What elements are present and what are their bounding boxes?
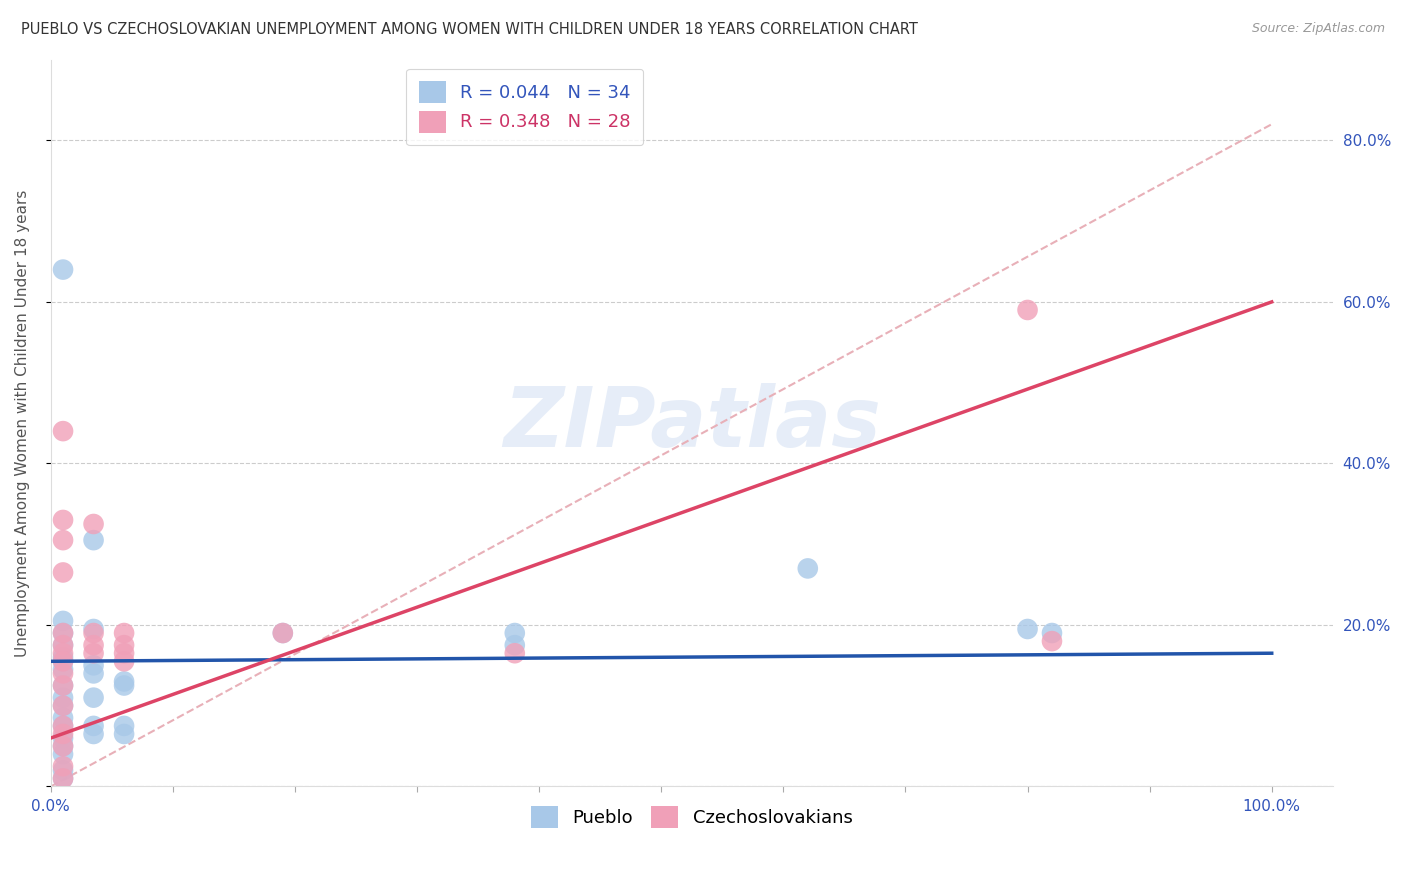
Point xyxy=(52,731,75,745)
Point xyxy=(52,747,75,761)
Point xyxy=(83,646,105,660)
Point xyxy=(52,646,75,660)
Point xyxy=(52,719,75,733)
Point xyxy=(52,654,75,668)
Point xyxy=(1040,626,1063,640)
Point xyxy=(52,727,75,741)
Point xyxy=(52,764,75,778)
Point xyxy=(83,516,105,531)
Text: ZIPatlas: ZIPatlas xyxy=(503,383,880,464)
Point xyxy=(52,566,75,580)
Point xyxy=(83,690,105,705)
Point xyxy=(112,674,135,689)
Point xyxy=(52,719,75,733)
Point xyxy=(112,679,135,693)
Point xyxy=(52,262,75,277)
Point xyxy=(83,638,105,652)
Y-axis label: Unemployment Among Women with Children Under 18 years: Unemployment Among Women with Children U… xyxy=(15,189,30,657)
Point xyxy=(83,727,105,741)
Point xyxy=(52,662,75,676)
Point xyxy=(271,626,294,640)
Point xyxy=(503,626,526,640)
Point xyxy=(271,626,294,640)
Point xyxy=(112,646,135,660)
Text: Source: ZipAtlas.com: Source: ZipAtlas.com xyxy=(1251,22,1385,36)
Point xyxy=(52,626,75,640)
Point xyxy=(52,513,75,527)
Point xyxy=(83,622,105,636)
Point xyxy=(503,638,526,652)
Point xyxy=(112,719,135,733)
Point xyxy=(52,654,75,668)
Point xyxy=(52,698,75,713)
Point xyxy=(52,690,75,705)
Point xyxy=(797,561,820,575)
Point xyxy=(112,626,135,640)
Point xyxy=(52,638,75,652)
Point xyxy=(83,719,105,733)
Point xyxy=(52,698,75,713)
Point xyxy=(52,424,75,438)
Point xyxy=(52,614,75,628)
Point xyxy=(83,626,105,640)
Point xyxy=(52,666,75,681)
Text: PUEBLO VS CZECHOSLOVAKIAN UNEMPLOYMENT AMONG WOMEN WITH CHILDREN UNDER 18 YEARS : PUEBLO VS CZECHOSLOVAKIAN UNEMPLOYMENT A… xyxy=(21,22,918,37)
Point xyxy=(83,658,105,673)
Point xyxy=(112,654,135,668)
Point xyxy=(52,679,75,693)
Point xyxy=(112,727,135,741)
Point xyxy=(52,650,75,665)
Point xyxy=(83,666,105,681)
Point xyxy=(52,679,75,693)
Point xyxy=(83,533,105,548)
Point xyxy=(1040,634,1063,648)
Point xyxy=(52,772,75,786)
Point xyxy=(112,638,135,652)
Point xyxy=(503,646,526,660)
Point xyxy=(52,711,75,725)
Point xyxy=(1017,302,1039,317)
Point xyxy=(1017,622,1039,636)
Point xyxy=(52,638,75,652)
Legend: Pueblo, Czechoslovakians: Pueblo, Czechoslovakians xyxy=(524,799,860,836)
Point xyxy=(52,759,75,773)
Point xyxy=(52,739,75,753)
Point xyxy=(52,739,75,753)
Point xyxy=(52,626,75,640)
Point xyxy=(52,533,75,548)
Point xyxy=(52,772,75,786)
